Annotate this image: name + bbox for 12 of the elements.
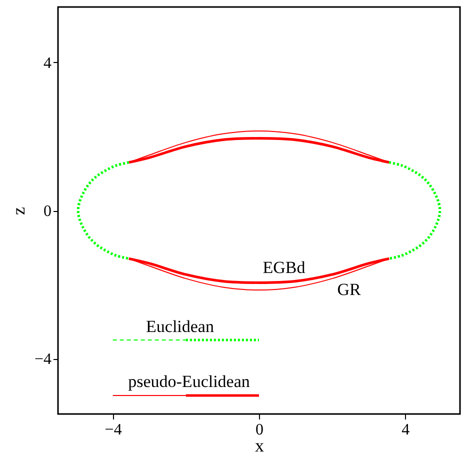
x-axis-title: x — [255, 436, 264, 456]
annotation: pseudo-Euclidean — [128, 372, 250, 391]
annotation: EGBd — [262, 258, 306, 277]
x-tick-label: 4 — [402, 422, 410, 438]
y-tick-label: 0 — [44, 203, 52, 220]
y-axis-title: z — [8, 207, 28, 215]
annotation: GR — [337, 280, 362, 299]
x-tick-label: −4 — [104, 422, 122, 438]
y-tick-label: 4 — [44, 55, 52, 72]
x-tick-label: 0 — [256, 422, 264, 438]
annotation: Euclidean — [146, 317, 214, 336]
y-tick-label: −4 — [34, 351, 52, 368]
